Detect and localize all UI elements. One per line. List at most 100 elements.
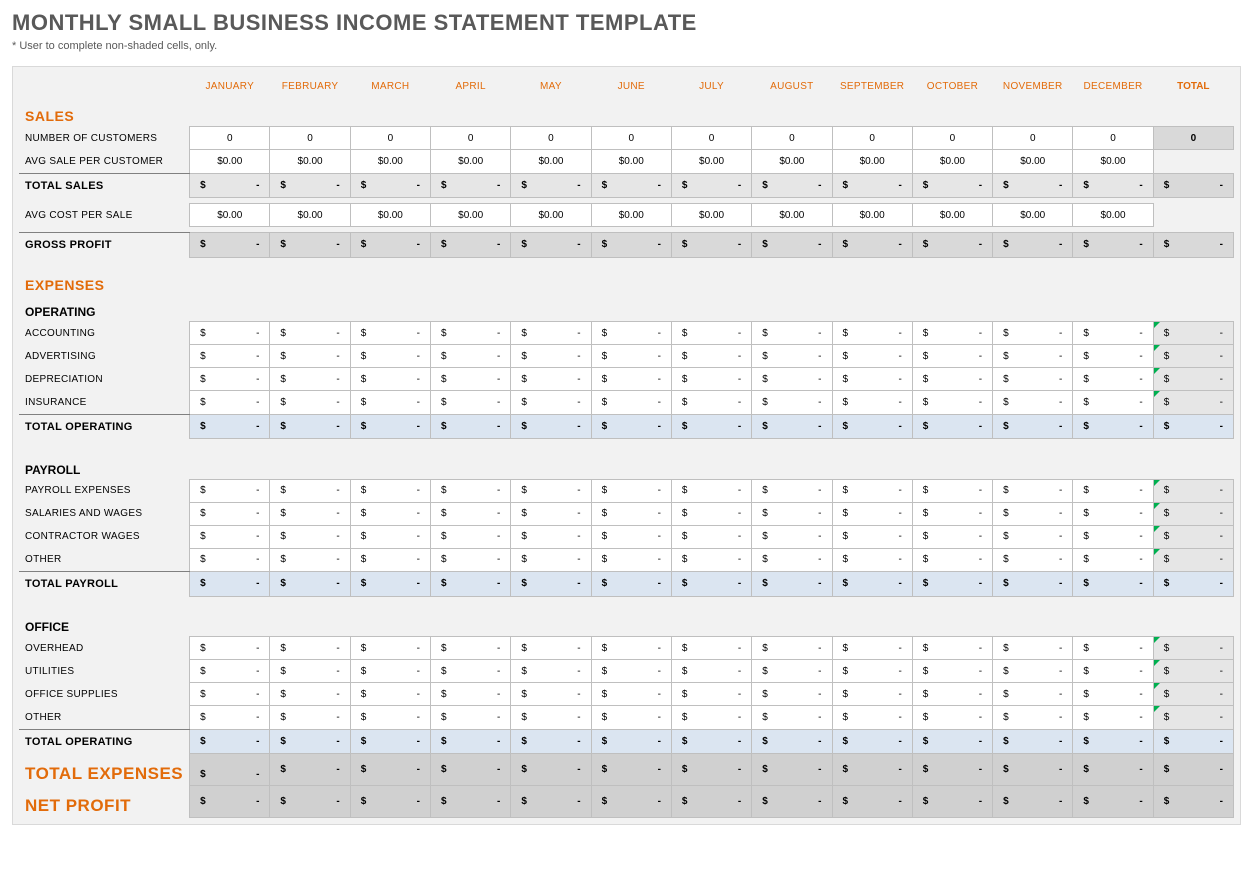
cell-input[interactable]: $-: [832, 525, 912, 548]
cell-input[interactable]: $0.00: [511, 150, 591, 174]
cell-input[interactable]: $-: [511, 479, 591, 502]
cell-input[interactable]: 0: [671, 127, 751, 150]
cell-input[interactable]: $-: [431, 548, 511, 572]
cell-input[interactable]: 0: [591, 127, 671, 150]
cell-input[interactable]: $-: [511, 345, 591, 368]
cell-input[interactable]: $0.00: [431, 150, 511, 174]
cell-input[interactable]: $-: [832, 391, 912, 415]
cell-input[interactable]: $-: [752, 706, 832, 730]
cell-input[interactable]: 0: [1073, 127, 1153, 150]
cell-input[interactable]: $-: [431, 502, 511, 525]
cell-input[interactable]: $-: [190, 637, 270, 660]
cell-input[interactable]: $-: [591, 345, 671, 368]
cell-input[interactable]: $-: [993, 637, 1073, 660]
cell-input[interactable]: $0.00: [350, 150, 430, 174]
cell-input[interactable]: $-: [270, 502, 350, 525]
cell-input[interactable]: $-: [511, 368, 591, 391]
cell-input[interactable]: $-: [1073, 548, 1153, 572]
cell-input[interactable]: $-: [832, 637, 912, 660]
cell-input[interactable]: $-: [350, 479, 430, 502]
cell-input[interactable]: $-: [431, 637, 511, 660]
cell-input[interactable]: $-: [671, 368, 751, 391]
cell-input[interactable]: $-: [671, 502, 751, 525]
cell-input[interactable]: $-: [190, 706, 270, 730]
cell-input[interactable]: $0.00: [1073, 204, 1153, 227]
cell-input[interactable]: $0.00: [591, 150, 671, 174]
cell-input[interactable]: $-: [1073, 706, 1153, 730]
cell-input[interactable]: $-: [832, 683, 912, 706]
cell-input[interactable]: $-: [1073, 683, 1153, 706]
cell-input[interactable]: $-: [912, 479, 992, 502]
cell-input[interactable]: $-: [511, 706, 591, 730]
cell-input[interactable]: $-: [832, 548, 912, 572]
cell-input[interactable]: 0: [350, 127, 430, 150]
cell-input[interactable]: $-: [671, 322, 751, 345]
cell-input[interactable]: $-: [350, 637, 430, 660]
cell-input[interactable]: $-: [832, 706, 912, 730]
cell-input[interactable]: $-: [511, 548, 591, 572]
cell-input[interactable]: $-: [190, 683, 270, 706]
cell-input[interactable]: $0.00: [431, 204, 511, 227]
cell-input[interactable]: $-: [270, 637, 350, 660]
cell-input[interactable]: 0: [431, 127, 511, 150]
cell-input[interactable]: $-: [912, 706, 992, 730]
cell-input[interactable]: $-: [912, 637, 992, 660]
cell-input[interactable]: $-: [671, 660, 751, 683]
cell-input[interactable]: $-: [190, 322, 270, 345]
cell-input[interactable]: $-: [511, 660, 591, 683]
cell-input[interactable]: $-: [511, 525, 591, 548]
cell-input[interactable]: $-: [1073, 502, 1153, 525]
cell-input[interactable]: $0.00: [591, 204, 671, 227]
cell-input[interactable]: $-: [350, 391, 430, 415]
cell-input[interactable]: $-: [752, 683, 832, 706]
cell-input[interactable]: $0.00: [671, 150, 751, 174]
cell-input[interactable]: $-: [1073, 391, 1153, 415]
cell-input[interactable]: $0.00: [350, 204, 430, 227]
cell-input[interactable]: $-: [591, 525, 671, 548]
cell-input[interactable]: $0.00: [912, 204, 992, 227]
cell-input[interactable]: $-: [912, 660, 992, 683]
cell-input[interactable]: $-: [591, 637, 671, 660]
cell-input[interactable]: $-: [350, 525, 430, 548]
cell-input[interactable]: $-: [270, 525, 350, 548]
cell-input[interactable]: $-: [591, 479, 671, 502]
cell-input[interactable]: $0.00: [270, 150, 350, 174]
cell-input[interactable]: $-: [1073, 637, 1153, 660]
cell-input[interactable]: $-: [752, 637, 832, 660]
cell-input[interactable]: $-: [591, 322, 671, 345]
cell-input[interactable]: $0.00: [270, 204, 350, 227]
cell-input[interactable]: $-: [591, 502, 671, 525]
cell-input[interactable]: $-: [993, 345, 1073, 368]
cell-input[interactable]: $-: [270, 391, 350, 415]
cell-input[interactable]: $-: [912, 345, 992, 368]
cell-input[interactable]: $-: [190, 368, 270, 391]
cell-input[interactable]: $-: [1073, 322, 1153, 345]
cell-input[interactable]: $-: [752, 322, 832, 345]
cell-input[interactable]: 0: [752, 127, 832, 150]
cell-input[interactable]: $-: [511, 322, 591, 345]
cell-input[interactable]: $-: [1073, 525, 1153, 548]
cell-input[interactable]: $0.00: [752, 204, 832, 227]
cell-input[interactable]: $0.00: [993, 204, 1073, 227]
cell-input[interactable]: $-: [912, 683, 992, 706]
cell-input[interactable]: $-: [270, 660, 350, 683]
cell-input[interactable]: $-: [190, 345, 270, 368]
cell-input[interactable]: $-: [832, 368, 912, 391]
cell-input[interactable]: $-: [431, 479, 511, 502]
cell-input[interactable]: $-: [671, 637, 751, 660]
cell-input[interactable]: $-: [912, 502, 992, 525]
cell-input[interactable]: $-: [431, 391, 511, 415]
cell-input[interactable]: $-: [1073, 479, 1153, 502]
cell-input[interactable]: 0: [993, 127, 1073, 150]
cell-input[interactable]: $-: [350, 548, 430, 572]
cell-input[interactable]: $0.00: [1073, 150, 1153, 174]
cell-input[interactable]: $-: [431, 683, 511, 706]
cell-input[interactable]: $-: [350, 683, 430, 706]
cell-input[interactable]: $-: [832, 345, 912, 368]
cell-input[interactable]: $0.00: [912, 150, 992, 174]
cell-input[interactable]: $-: [190, 525, 270, 548]
cell-input[interactable]: $-: [431, 368, 511, 391]
cell-input[interactable]: $-: [431, 706, 511, 730]
cell-input[interactable]: $-: [270, 322, 350, 345]
cell-input[interactable]: $-: [591, 368, 671, 391]
